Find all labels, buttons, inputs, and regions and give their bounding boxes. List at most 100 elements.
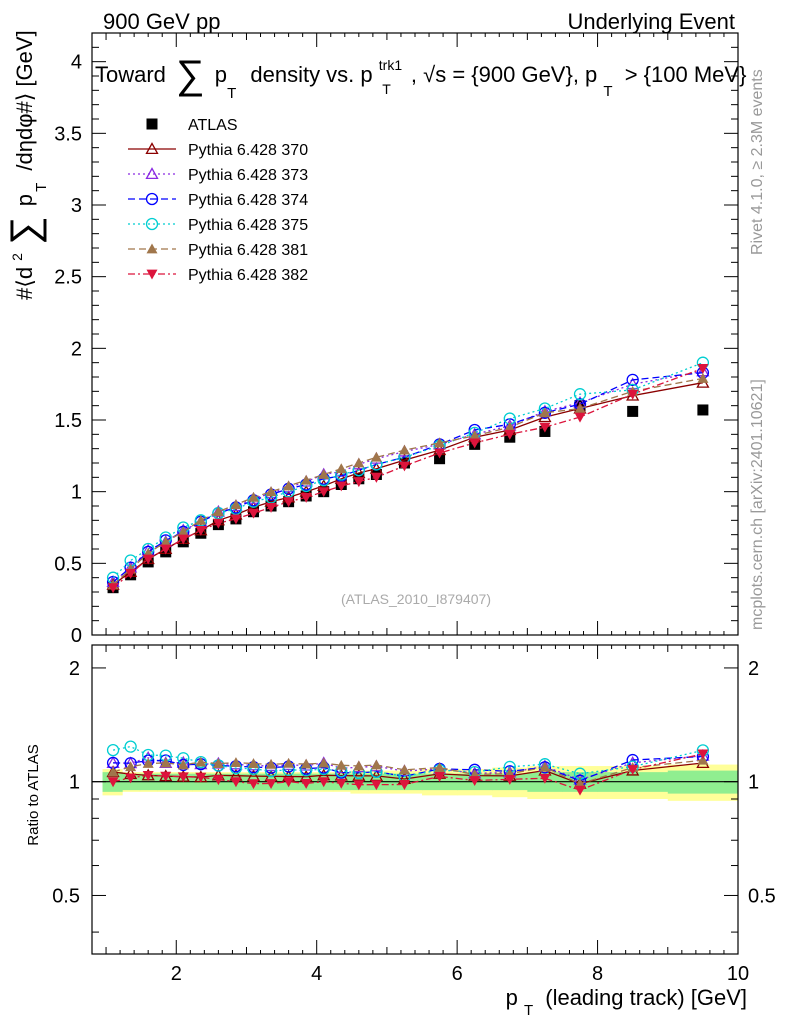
point-p382 <box>353 477 365 488</box>
point-p381 <box>248 491 259 502</box>
y-tick-label: 3 <box>71 195 82 217</box>
ratio-point-p382 <box>574 785 586 796</box>
ratio-point-p382 <box>697 749 709 760</box>
ratio-point-p382 <box>265 779 277 790</box>
main-series <box>106 356 710 594</box>
point-p381 <box>300 474 312 485</box>
header-right: Underlying Event <box>567 9 735 34</box>
point-p381 <box>265 486 277 497</box>
point-p381 <box>574 403 586 413</box>
xlabel-p: p <box>506 985 518 1010</box>
ratio-point-p382 <box>142 770 154 781</box>
point-p381 <box>539 407 551 418</box>
point-p382 <box>627 389 639 400</box>
ratio-point-p382 <box>469 776 481 786</box>
ylabel-post: /dηdφ#⟩ [GeV] <box>12 30 37 170</box>
point-p381 <box>353 457 365 468</box>
ratio-point-p381 <box>300 758 312 769</box>
ratio-point-p381 <box>283 757 295 768</box>
axis-ticks: 2 4 6 8 10 0 0.5 1 1.5 2 2.5 3 3.5 4 0.5 0.5 1 1 2 2 <box>52 32 776 985</box>
point-p381 <box>195 514 207 525</box>
point-p381 <box>283 480 295 491</box>
point-p382 <box>195 525 207 536</box>
ylabel-sq: 2 <box>9 253 25 261</box>
title-trk1: trk1 <box>379 57 403 73</box>
x-tick-label: 10 <box>727 963 749 985</box>
point-p382 <box>398 461 410 472</box>
title-T2: T <box>382 81 391 97</box>
point-p381 <box>177 526 189 537</box>
ratio-point-p382 <box>335 778 347 789</box>
point-p381 <box>370 451 382 462</box>
point-p381 <box>335 463 347 474</box>
point-p382 <box>539 422 551 433</box>
title-rest: , √s = {900 GeV}, p <box>411 62 597 87</box>
point-p382 <box>300 493 312 503</box>
ratio-point-p381 <box>265 758 277 769</box>
title-T: T <box>227 85 236 102</box>
title-T3: T <box>603 83 612 100</box>
ratio-series <box>106 740 710 796</box>
ratio-point-p381 <box>335 759 347 770</box>
point-p382 <box>212 518 224 529</box>
legend-label-p375: Pythia 6.428 375 <box>188 217 308 234</box>
ratio-point-p381 <box>212 758 224 768</box>
point-p382 <box>574 412 586 423</box>
xlabel-rest: (leading track) [GeV] <box>545 985 747 1010</box>
y-tick-label: 0 <box>71 625 82 647</box>
x-tick-label: 4 <box>311 963 322 985</box>
point-atlas <box>627 405 639 417</box>
ratio-point-p381 <box>248 758 259 769</box>
legend-marker-p381 <box>146 243 158 254</box>
y-tick-label: 2.5 <box>54 267 82 289</box>
point-p382 <box>697 364 709 374</box>
line-p370 <box>112 382 704 586</box>
point-p382 <box>434 448 446 459</box>
ratio-point-p382 <box>353 780 365 791</box>
title-sum: ∑ <box>176 53 205 97</box>
title-gt: > {100 MeV} <box>625 62 747 87</box>
point-atlas <box>697 404 709 416</box>
point-p381 <box>318 468 330 479</box>
point-p381 <box>230 499 242 509</box>
point-p382 <box>107 583 119 594</box>
ratio-point-p381 <box>398 764 410 775</box>
legend-marker-atlas <box>146 118 158 130</box>
ratio-y-tick-label: 2 <box>69 658 80 680</box>
x-axis-label: p T (leading track) [GeV] <box>506 985 747 1020</box>
ratio-point-p382 <box>398 780 410 790</box>
ratio-point-p382 <box>504 774 516 785</box>
point-p382 <box>283 497 295 508</box>
legend-marker-p373 <box>145 167 159 180</box>
watermark: (ATLAS_2010_I879407) <box>341 591 491 607</box>
point-p382 <box>335 481 347 492</box>
ratio-point-p382 <box>370 780 382 791</box>
point-p375 <box>573 388 587 401</box>
point-p382 <box>125 568 137 579</box>
ratio-point-p381 <box>195 756 207 767</box>
y-tick-label: 3.5 <box>54 123 82 145</box>
title-density: density vs. p <box>250 62 372 87</box>
ratio-y-tick-label-right: 1 <box>748 772 759 794</box>
ratio-point-p382 <box>539 773 551 784</box>
legend-label-p373: Pythia 6.428 373 <box>188 167 308 184</box>
ratio-point-p381 <box>107 766 119 777</box>
ratio-point-p381 <box>318 757 330 768</box>
point-p381 <box>434 437 446 448</box>
ratio-point-p381 <box>142 757 154 768</box>
legend-label-p374: Pythia 6.428 374 <box>188 192 308 209</box>
x-tick-label: 2 <box>171 963 182 985</box>
point-atlas <box>434 453 446 465</box>
line-p375 <box>112 362 704 579</box>
y-tick-label: 4 <box>71 52 82 74</box>
point-p381 <box>398 444 410 455</box>
ratio-point-p381 <box>434 762 446 773</box>
ratio-point-p382 <box>230 777 242 788</box>
point-p382 <box>469 438 481 449</box>
ratio-point-p382 <box>212 775 224 786</box>
ylabel-p: p <box>12 194 37 206</box>
ratio-point-p381 <box>539 761 551 772</box>
ratio-point-p382 <box>434 772 446 782</box>
ratio-point-p381 <box>177 759 189 770</box>
